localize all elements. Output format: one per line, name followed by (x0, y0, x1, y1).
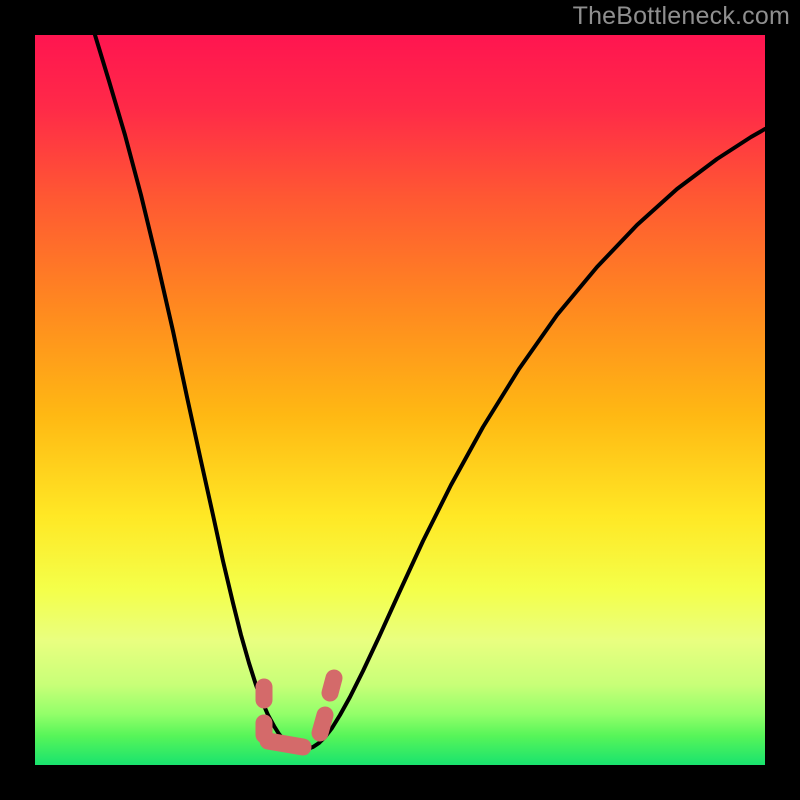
chart-frame: TheBottleneck.com (0, 0, 800, 800)
bottleneck-curve (35, 35, 765, 765)
plot-area (35, 35, 765, 765)
curve-highlight-points (264, 678, 334, 747)
curve-line (95, 35, 765, 749)
watermark-text: TheBottleneck.com (573, 2, 790, 31)
